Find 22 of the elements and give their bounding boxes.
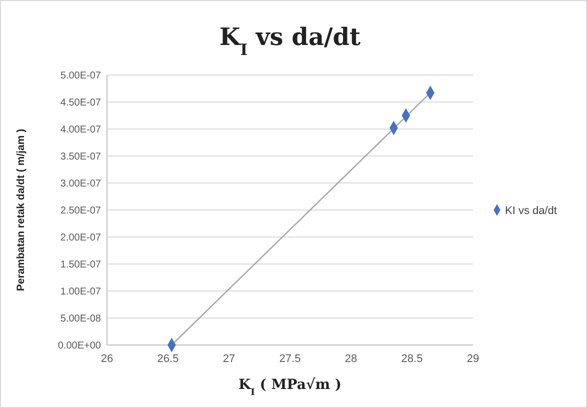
y-tick-label: 2.00E-07 (60, 232, 102, 244)
x-tick-label: 29 (466, 353, 480, 365)
x-tick-label: 28.5 (401, 353, 423, 365)
x-tick-label: 28 (344, 353, 358, 365)
y-tick-label: 1.50E-07 (60, 260, 102, 270)
x-tick-label: 26 (100, 353, 114, 365)
x-tick-label: 26.5 (157, 353, 179, 365)
y-tick-label: 0.00E+00 (58, 340, 102, 352)
x-axis-title: K$_{I}$ ( MPa√m ) (238, 377, 342, 398)
legend-label: KI vs da/dt (505, 204, 557, 217)
y-tick-label: 2.50E-07 (60, 206, 102, 216)
y-tick-label: 1.00E-07 (60, 286, 102, 298)
y-tick-label: 3.00E-07 (60, 178, 102, 190)
chart-title: K$_{I}$ vs da/dt (219, 22, 361, 58)
y-tick-label: 4.00E-07 (60, 124, 102, 136)
y-tick-label: 3.50E-07 (60, 152, 102, 162)
y-axis-title: Perambatan retak da/dt ( m/jam ) (15, 128, 27, 292)
y-tick-label: 5.00E-08 (60, 314, 102, 324)
x-tick-label: 27 (222, 353, 236, 365)
y-tick-label: 5.00E-07 (60, 70, 102, 82)
y-tick-label: 4.50E-07 (60, 98, 102, 108)
x-tick-label: 27.5 (279, 353, 301, 365)
